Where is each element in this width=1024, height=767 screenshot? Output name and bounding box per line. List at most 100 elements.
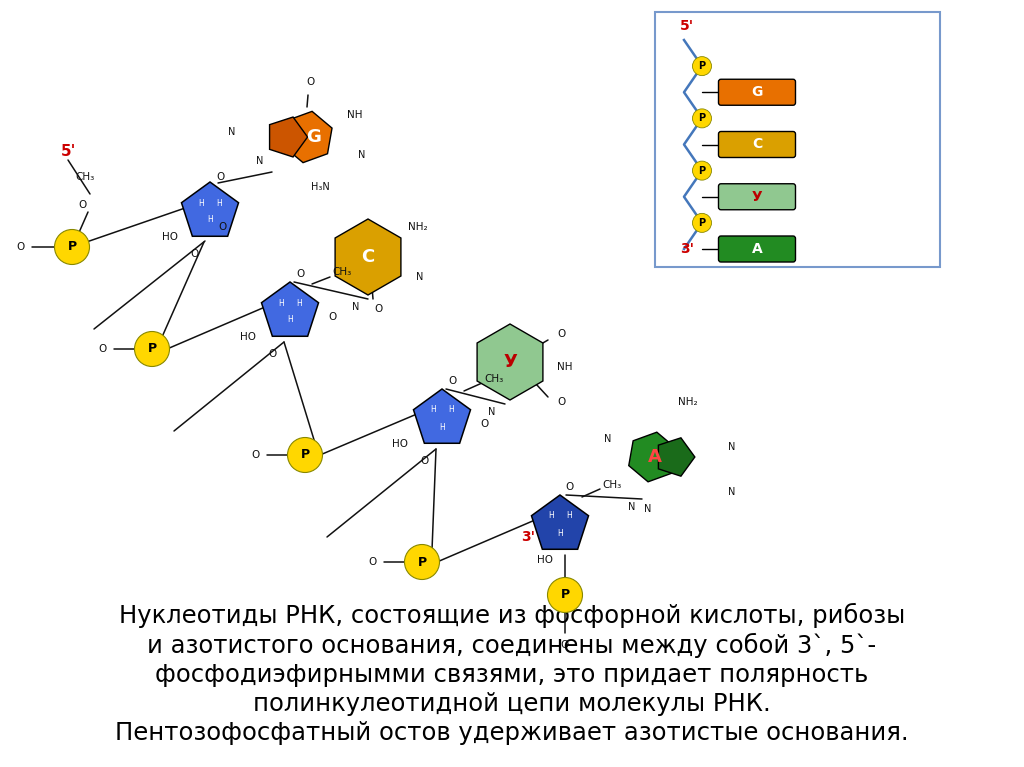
Circle shape: [548, 578, 583, 613]
Text: O: O: [78, 200, 86, 210]
Polygon shape: [335, 219, 401, 295]
Text: NH: NH: [557, 362, 572, 372]
Text: C: C: [361, 248, 375, 266]
Polygon shape: [477, 324, 543, 400]
Text: 3': 3': [521, 530, 535, 544]
Text: NH₂: NH₂: [678, 397, 697, 407]
Text: 3': 3': [680, 242, 694, 256]
Text: O: O: [368, 557, 376, 567]
Text: P: P: [698, 166, 706, 176]
Text: A: A: [752, 242, 763, 256]
Text: H: H: [439, 423, 444, 432]
Polygon shape: [658, 438, 695, 476]
Text: фосфодиэфирнымми связями, это придает полярность: фосфодиэфирнымми связями, это придает по…: [156, 663, 868, 687]
Text: N: N: [228, 127, 236, 137]
FancyBboxPatch shape: [719, 236, 796, 262]
Circle shape: [54, 229, 89, 265]
Circle shape: [692, 213, 712, 232]
Text: O: O: [374, 304, 382, 314]
Text: O: O: [566, 482, 574, 492]
Text: HO: HO: [537, 555, 553, 565]
Text: полинкулеотидной цепи молекулы РНК.: полинкулеотидной цепи молекулы РНК.: [253, 692, 771, 716]
Text: H: H: [216, 199, 222, 208]
Text: H: H: [207, 216, 213, 225]
Polygon shape: [181, 182, 239, 236]
Text: O: O: [558, 397, 566, 407]
FancyBboxPatch shape: [655, 12, 940, 267]
Text: G: G: [752, 85, 763, 99]
Text: O: O: [480, 419, 488, 429]
Text: У: У: [752, 189, 763, 204]
Text: CH₃: CH₃: [76, 172, 94, 182]
Text: H: H: [557, 528, 563, 538]
Text: P: P: [300, 449, 309, 462]
Text: O: O: [189, 249, 198, 259]
Text: P: P: [560, 588, 569, 601]
FancyBboxPatch shape: [719, 131, 796, 157]
Text: P: P: [418, 555, 427, 568]
Text: 5': 5': [60, 144, 76, 160]
Text: P: P: [147, 343, 157, 355]
Text: CH₃: CH₃: [484, 374, 504, 384]
Polygon shape: [414, 389, 471, 443]
Polygon shape: [269, 117, 307, 157]
Text: G: G: [306, 128, 322, 146]
Text: CH₃: CH₃: [602, 480, 622, 490]
Text: N: N: [358, 150, 366, 160]
Text: HO: HO: [162, 232, 178, 242]
Text: N: N: [604, 434, 611, 444]
Text: O: O: [328, 312, 336, 322]
Text: Нуклеотиды РНК, состоящие из фосфорной кислоты, рибозы: Нуклеотиды РНК, состоящие из фосфорной к…: [119, 602, 905, 627]
Text: H: H: [449, 406, 454, 414]
Text: N: N: [728, 442, 735, 452]
Text: O: O: [420, 456, 428, 466]
Text: CH₃: CH₃: [333, 267, 351, 277]
Text: N: N: [417, 272, 424, 282]
Polygon shape: [629, 432, 676, 482]
Text: H: H: [287, 315, 293, 324]
Circle shape: [692, 109, 712, 128]
Text: N: N: [488, 407, 496, 417]
Text: O: O: [251, 450, 259, 460]
Text: P: P: [698, 218, 706, 228]
Text: 5': 5': [680, 19, 694, 33]
Text: N: N: [644, 504, 651, 514]
Text: O: O: [268, 349, 276, 359]
Polygon shape: [261, 282, 318, 336]
Text: P: P: [698, 114, 706, 123]
Polygon shape: [531, 495, 589, 549]
FancyBboxPatch shape: [719, 79, 796, 105]
Text: O: O: [306, 77, 314, 87]
Text: O: O: [98, 344, 106, 354]
Text: H: H: [296, 298, 302, 308]
Text: H: H: [430, 406, 436, 414]
Text: H₃N: H₃N: [310, 182, 330, 192]
Text: N: N: [256, 156, 264, 166]
Text: N: N: [728, 487, 735, 497]
Text: O: O: [216, 172, 224, 182]
Text: N: N: [352, 302, 359, 312]
Text: O: O: [561, 640, 569, 650]
Circle shape: [404, 545, 439, 580]
Text: NH: NH: [347, 110, 362, 120]
Text: O: O: [16, 242, 25, 252]
Polygon shape: [283, 111, 332, 163]
Text: O: O: [218, 222, 226, 232]
FancyBboxPatch shape: [719, 184, 796, 209]
Text: N: N: [629, 502, 636, 512]
Text: H: H: [198, 199, 204, 208]
Text: У: У: [503, 353, 517, 371]
Text: O: O: [558, 329, 566, 339]
Text: O: O: [296, 269, 304, 279]
Text: H: H: [279, 298, 284, 308]
Text: P: P: [68, 241, 77, 254]
Text: HO: HO: [392, 439, 408, 449]
Text: A: A: [648, 448, 662, 466]
Text: HO: HO: [240, 332, 256, 342]
Text: и азотистого основания, соединены между собой 3`, 5`-: и азотистого основания, соединены между …: [147, 633, 877, 657]
Text: H: H: [548, 512, 554, 521]
Circle shape: [134, 331, 170, 367]
Circle shape: [692, 161, 712, 180]
Text: O: O: [447, 376, 456, 386]
Circle shape: [692, 57, 712, 76]
